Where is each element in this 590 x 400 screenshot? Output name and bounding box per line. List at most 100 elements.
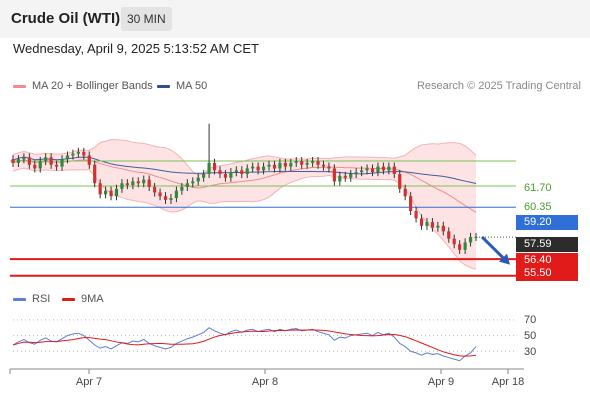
- candle-body: [376, 166, 380, 173]
- forecast-arrowhead-icon: [499, 253, 510, 265]
- candle-body: [414, 211, 418, 219]
- candle-body: [272, 164, 277, 169]
- candle-body: [44, 157, 48, 162]
- legend-rsi: RSI: [13, 293, 50, 305]
- candle-body: [256, 166, 260, 171]
- candle-body: [458, 244, 462, 250]
- level-label-56-40: 56.40: [516, 253, 578, 268]
- research-credit: Research © 2025 Trading Central: [416, 80, 581, 92]
- candle-body: [87, 155, 91, 165]
- timeframe-badge[interactable]: 30 MIN: [121, 7, 172, 31]
- candle-body: [310, 161, 315, 163]
- forecast-arrow-icon: [480, 235, 508, 262]
- rsi-tick-30: 30: [524, 346, 537, 358]
- candle-body: [283, 162, 287, 167]
- candle-body: [240, 170, 244, 174]
- candle-body: [343, 175, 347, 178]
- candle-body: [398, 174, 402, 189]
- candle-body: [452, 238, 456, 245]
- candle-body: [153, 186, 157, 193]
- candle-body: [54, 164, 59, 167]
- candle-body: [185, 183, 189, 187]
- candle-body: [468, 236, 473, 243]
- candle-body: [419, 218, 424, 226]
- legend-ma20: MA 20 + Bollinger Bands: [13, 80, 153, 92]
- x-tick-apr7: Apr 7: [75, 376, 103, 388]
- candle-body: [196, 177, 200, 182]
- candle-body: [370, 168, 375, 173]
- candle-body: [212, 162, 217, 171]
- candle-body: [441, 225, 445, 232]
- candle-body: [22, 157, 26, 160]
- candle-body: [321, 164, 326, 167]
- candle-body: [65, 155, 70, 160]
- level-label-61-70: 61.70: [524, 182, 552, 194]
- legend-9ma: 9MA: [62, 293, 104, 305]
- candle-body: [16, 159, 21, 163]
- candle-body: [392, 166, 396, 174]
- candle-body: [332, 168, 336, 182]
- candle-body: [294, 161, 298, 163]
- chart-header: [0, 0, 590, 38]
- candle-body: [387, 166, 391, 171]
- candle-body: [93, 164, 97, 184]
- legend-ma50-label: MA 50: [176, 80, 208, 92]
- candle-body: [234, 170, 238, 173]
- candle-body: [305, 162, 309, 165]
- candle-body: [114, 188, 119, 197]
- candle-body: [278, 162, 282, 169]
- candle-body: [223, 174, 228, 178]
- candle-body: [354, 172, 358, 174]
- legend-rsi-label: RSI: [32, 293, 51, 305]
- candle-body: [147, 179, 151, 187]
- candle-body: [327, 166, 331, 169]
- bollinger-band-area: [13, 139, 476, 270]
- candle-body: [169, 198, 173, 200]
- candle-body: [82, 151, 86, 156]
- rsi-tick-50: 50: [524, 330, 537, 342]
- candle-body: [38, 161, 42, 169]
- candle-body: [403, 188, 407, 197]
- legend-swatch-icon: [62, 297, 75, 301]
- candle-body: [245, 168, 249, 174]
- candle-body: [300, 161, 304, 165]
- candle-body: [430, 222, 435, 228]
- candle-body: [27, 157, 31, 165]
- candle-body: [131, 181, 135, 186]
- candle-body: [381, 166, 385, 171]
- candle-body: [49, 157, 53, 165]
- candle-body: [76, 151, 80, 154]
- candle-body: [338, 175, 342, 182]
- candle-body: [207, 162, 211, 174]
- candle-body: [98, 183, 102, 195]
- candle-body: [180, 186, 184, 191]
- candle-body: [142, 179, 146, 184]
- x-tick-apr8: Apr 8: [251, 376, 279, 388]
- level-label-55-50: 55.50: [516, 266, 578, 281]
- timestamp-line: Wednesday, April 9, 2025 5:13:52 AM CET: [13, 41, 259, 56]
- candle-body: [425, 222, 429, 226]
- candle-body: [349, 174, 353, 178]
- legend-swatch-icon: [157, 84, 170, 88]
- candle-body: [463, 242, 467, 250]
- candle-body: [267, 164, 271, 167]
- candle-body: [202, 174, 206, 178]
- candle-body: [60, 159, 64, 167]
- candle-body: [33, 164, 37, 169]
- candle-body: [163, 196, 168, 200]
- candle-body: [120, 183, 124, 189]
- last-price-label: 57.59: [516, 237, 578, 252]
- candle-body: [316, 161, 320, 165]
- instrument-title: Crude Oil (WTI): [11, 10, 121, 27]
- legend-9ma-label: 9MA: [81, 293, 104, 305]
- candle-body: [11, 159, 15, 163]
- candle-body: [158, 192, 162, 197]
- candle-body: [360, 170, 364, 173]
- rsi-line: [12, 327, 477, 362]
- candle-body: [436, 225, 440, 228]
- candle-body: [174, 190, 179, 199]
- x-tick-apr18: Apr 18: [491, 376, 525, 388]
- legend-ma20-label: MA 20 + Bollinger Bands: [32, 80, 153, 92]
- candle-body: [289, 162, 293, 167]
